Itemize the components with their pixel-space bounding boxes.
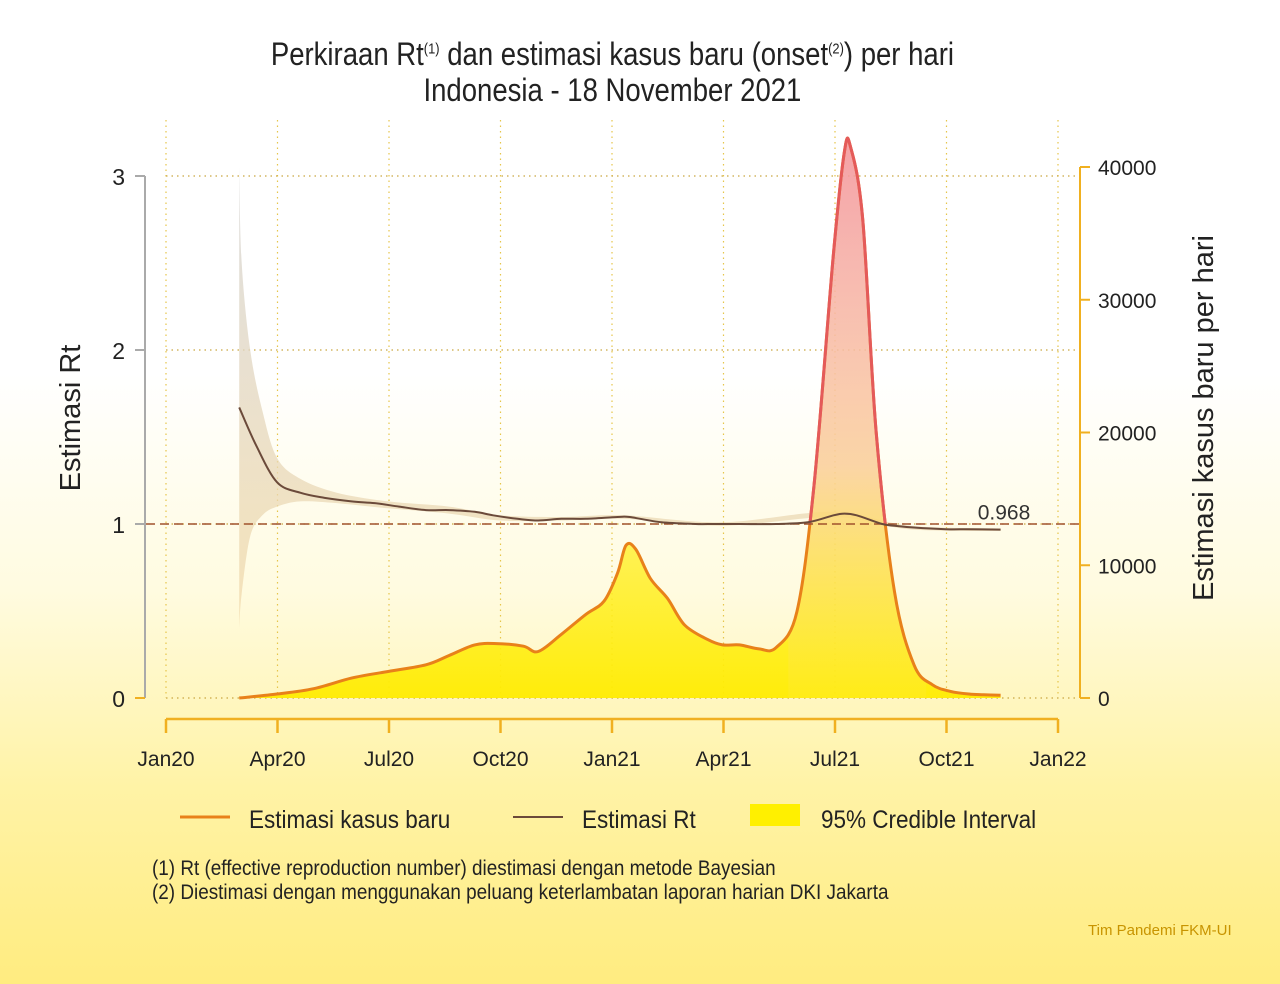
legend-swatch-ci <box>750 804 800 826</box>
x-tick-label-Oct21: Oct21 <box>918 748 974 771</box>
legend-label-cases: Estimasi kasus baru <box>249 806 451 834</box>
rt-latest-value-label: 0.968 <box>978 502 1031 525</box>
left-y-axis-title: Estimasi Rt <box>55 345 87 492</box>
credit-text: Tim Pandemi FKM-UI <box>1088 922 1232 939</box>
chart-title-line-1: Perkiraan Rt(1) dan estimasi kasus baru … <box>270 36 954 72</box>
legend-label-ci: 95% Credible Interval <box>821 806 1037 834</box>
legend-label-rt: Estimasi Rt <box>582 806 696 834</box>
right-y-tick-label-10000: 10000 <box>1098 555 1156 578</box>
axes <box>135 166 1090 733</box>
x-tick-label-Jan20: Jan20 <box>137 748 194 771</box>
x-tick-label-Jan22: Jan22 <box>1029 748 1086 771</box>
x-tick-label-Oct20: Oct20 <box>472 748 528 771</box>
right-y-axis-title: Estimasi kasus baru per hari <box>1188 235 1220 601</box>
left-y-tick-label-3: 3 <box>112 164 125 190</box>
x-tick-label-Jan21: Jan21 <box>583 748 640 771</box>
left-y-tick-label-0: 0 <box>112 686 125 712</box>
left-y-tick-label-2: 2 <box>112 338 125 364</box>
x-tick-label-Apr20: Apr20 <box>249 748 305 771</box>
right-y-tick-label-20000: 20000 <box>1098 423 1156 446</box>
right-y-tick-label-40000: 40000 <box>1098 157 1156 180</box>
footnote-1: (1) Rt (effective reproduction number) d… <box>152 857 776 880</box>
rt-line <box>238 406 1001 531</box>
footnote-2: (2) Diestimasi dengan menggunakan peluan… <box>152 881 889 904</box>
legend-swatches <box>180 804 800 826</box>
x-tick-label-Jul20: Jul20 <box>364 748 414 771</box>
cases-peak-fill <box>788 138 927 698</box>
right-y-tick-label-30000: 30000 <box>1098 290 1156 313</box>
cases-series <box>239 136 1001 700</box>
chart-title-line-2: Indonesia - 18 November 2021 <box>423 72 802 108</box>
tick-labels: Jan20 Apr20 Jul20 Oct20 Jan21 Apr21 Jul21 Oct21… <box>55 157 1220 771</box>
left-y-tick-label-1: 1 <box>112 512 125 538</box>
x-tick-label-Apr21: Apr21 <box>695 748 751 771</box>
right-y-tick-label-0: 0 <box>1098 688 1110 711</box>
rt-series <box>238 406 1001 531</box>
x-tick-label-Jul21: Jul21 <box>810 748 860 771</box>
reference-line-group: 0.968 <box>146 502 1080 525</box>
